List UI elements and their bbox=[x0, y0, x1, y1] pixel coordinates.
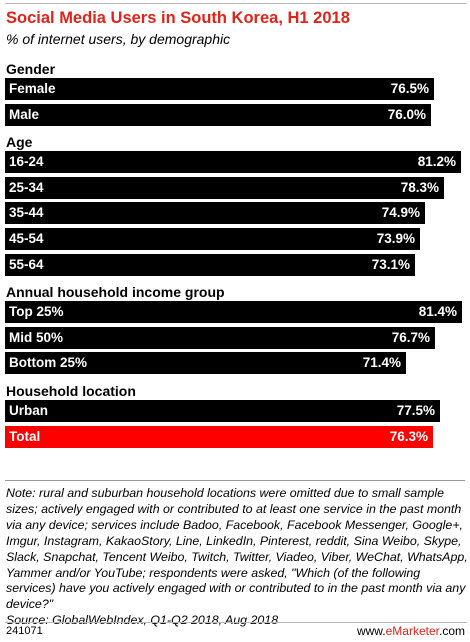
chart-id: 241071 bbox=[6, 625, 43, 637]
data-label: 74.9% bbox=[381, 205, 420, 221]
bar-label: Mid 50% bbox=[9, 329, 64, 345]
logo-brand: eMarketer bbox=[385, 624, 439, 638]
emarketer-logo: www.eMarketer.com bbox=[357, 624, 465, 638]
data-label: 81.2% bbox=[417, 154, 456, 170]
bar-label: Bottom 25% bbox=[9, 355, 88, 371]
section-heading-age: Age bbox=[6, 134, 33, 151]
bar-mid-50: Mid 50% 76.7% bbox=[5, 326, 435, 349]
bar-male: Male 76.0% bbox=[5, 103, 431, 126]
chart-note: Note: rural and suburban household locat… bbox=[6, 486, 468, 629]
bar-top-25: Top 25% 81.4% bbox=[5, 301, 462, 324]
logo-prefix: www. bbox=[356, 624, 386, 638]
bar-female: Female 76.5% bbox=[5, 78, 434, 100]
note-text: Note: rural and suburban household locat… bbox=[6, 486, 468, 612]
bar-35-44: 35-44 74.9% bbox=[5, 202, 425, 225]
section-heading-gender: Gender bbox=[6, 61, 56, 77]
logo-suffix: .com bbox=[438, 624, 465, 638]
note-divider bbox=[5, 480, 465, 481]
bar-16-24: 16-24 81.2% bbox=[5, 151, 461, 174]
chart-title: Social Media Users in South Korea, H1 20… bbox=[6, 9, 350, 27]
data-label: 78.3% bbox=[400, 179, 439, 195]
bar-label: Urban bbox=[9, 403, 49, 418]
bar-label: Male bbox=[9, 106, 40, 122]
bar-45-54: 45-54 73.9% bbox=[5, 228, 420, 250]
data-label: 81.4% bbox=[418, 304, 457, 320]
bar-25-34: 25-34 78.3% bbox=[5, 176, 444, 199]
top-rule bbox=[5, 3, 467, 4]
bar-label: 45-54 bbox=[9, 231, 44, 246]
section-heading-annual-household-income-group: Annual household income group bbox=[6, 284, 225, 301]
bar-label: 16-24 bbox=[9, 154, 44, 170]
chart-subtitle: % of internet users, by demographic bbox=[6, 31, 231, 47]
bar-label: Female bbox=[9, 81, 56, 96]
bar-urban: Urban 77.5% bbox=[5, 400, 440, 422]
section-heading-household-location: Household location bbox=[6, 383, 136, 399]
data-label: 76.0% bbox=[387, 106, 426, 122]
data-label: 76.3% bbox=[389, 428, 428, 444]
data-label: 71.4% bbox=[362, 355, 401, 371]
data-label: 76.7% bbox=[391, 329, 430, 345]
bar-55-64: 55-64 73.1% bbox=[5, 253, 415, 276]
bar-label: Top 25% bbox=[9, 304, 64, 320]
bar-bottom-25: Bottom 25% 71.4% bbox=[5, 352, 406, 375]
data-label: 76.5% bbox=[390, 81, 429, 96]
source-text: Source: GlobalWebIndex, Q1-Q2 2018, Aug … bbox=[6, 613, 279, 628]
bar-label: 35-44 bbox=[9, 205, 44, 221]
data-label: 77.5% bbox=[396, 403, 435, 418]
bar-total: Total 76.3% bbox=[5, 425, 433, 448]
bar-label: 25-34 bbox=[9, 179, 44, 195]
bar-label: 55-64 bbox=[9, 256, 44, 272]
data-label: 73.1% bbox=[371, 256, 410, 272]
footer-rule bbox=[5, 622, 467, 623]
data-label: 73.9% bbox=[376, 231, 415, 246]
bar-label: Total bbox=[9, 428, 41, 444]
